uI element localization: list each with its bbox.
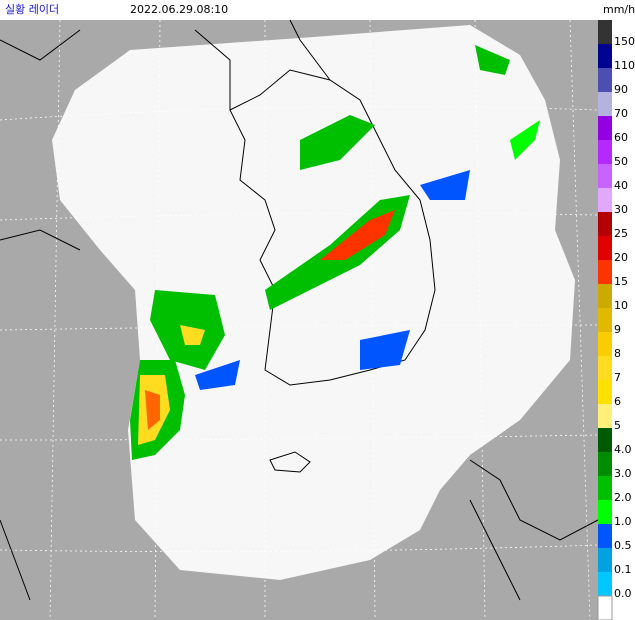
legend-swatch [598, 380, 612, 404]
legend-swatch [598, 284, 612, 308]
legend-swatch [598, 68, 612, 92]
legend-label: 25 [614, 227, 628, 240]
legend: 150 110 90 70 60 50 40 30 25 20 15 10 9 8 7 6 5 4.0 3.0 2.0… [597, 20, 635, 620]
legend-swatch [597, 595, 613, 620]
legend-label: 3.0 [614, 467, 632, 480]
legend-swatch [598, 140, 612, 164]
legend-label: 70 [614, 107, 628, 120]
legend-swatch [598, 236, 612, 260]
legend-swatch [598, 212, 612, 236]
legend-swatch [598, 332, 612, 356]
legend-label: 150 [614, 35, 635, 48]
legend-label: 110 [614, 59, 635, 72]
legend-label: 60 [614, 131, 628, 144]
legend-swatch [598, 356, 612, 380]
legend-swatch [598, 404, 612, 428]
legend-label: 7 [614, 371, 621, 384]
precipitation [130, 45, 540, 460]
legend-label: 50 [614, 155, 628, 168]
legend-label: 0.5 [614, 539, 632, 552]
legend-swatch [598, 260, 612, 284]
legend-swatch [598, 92, 612, 116]
legend-label: 8 [614, 347, 621, 360]
legend-swatch [598, 116, 612, 140]
legend-label: 9 [614, 323, 621, 336]
header-bar [0, 0, 635, 20]
legend-label: 40 [614, 179, 628, 192]
legend-label: 15 [614, 275, 628, 288]
legend-swatch [598, 500, 612, 524]
legend-swatch [598, 188, 612, 212]
legend-swatch [598, 476, 612, 500]
legend-label: 2.0 [614, 491, 632, 504]
legend-swatch [598, 452, 612, 476]
legend-label: 20 [614, 251, 628, 264]
legend-swatch [598, 308, 612, 332]
radar-coverage [52, 25, 575, 580]
legend-label: 6 [614, 395, 621, 408]
legend-swatch [598, 524, 612, 548]
legend-label: 90 [614, 83, 628, 96]
legend-label: 4.0 [614, 443, 632, 456]
title: 실황 레이더 [5, 3, 59, 16]
legend-label: 30 [614, 203, 628, 216]
timestamp: 2022.06.29.08:10 [130, 3, 228, 16]
legend-swatch [598, 548, 612, 572]
unit: mm/h [603, 3, 635, 16]
legend-swatch [598, 44, 612, 68]
legend-swatch [598, 20, 612, 44]
legend-swatch [598, 164, 612, 188]
legend-label: 0.1 [614, 563, 632, 576]
legend-label: 1.0 [614, 515, 632, 528]
legend-label: 5 [614, 419, 621, 432]
legend-label: 0.0 [614, 587, 632, 600]
legend-swatch [598, 428, 612, 452]
legend-swatch [598, 572, 612, 596]
legend-label: 10 [614, 299, 628, 312]
